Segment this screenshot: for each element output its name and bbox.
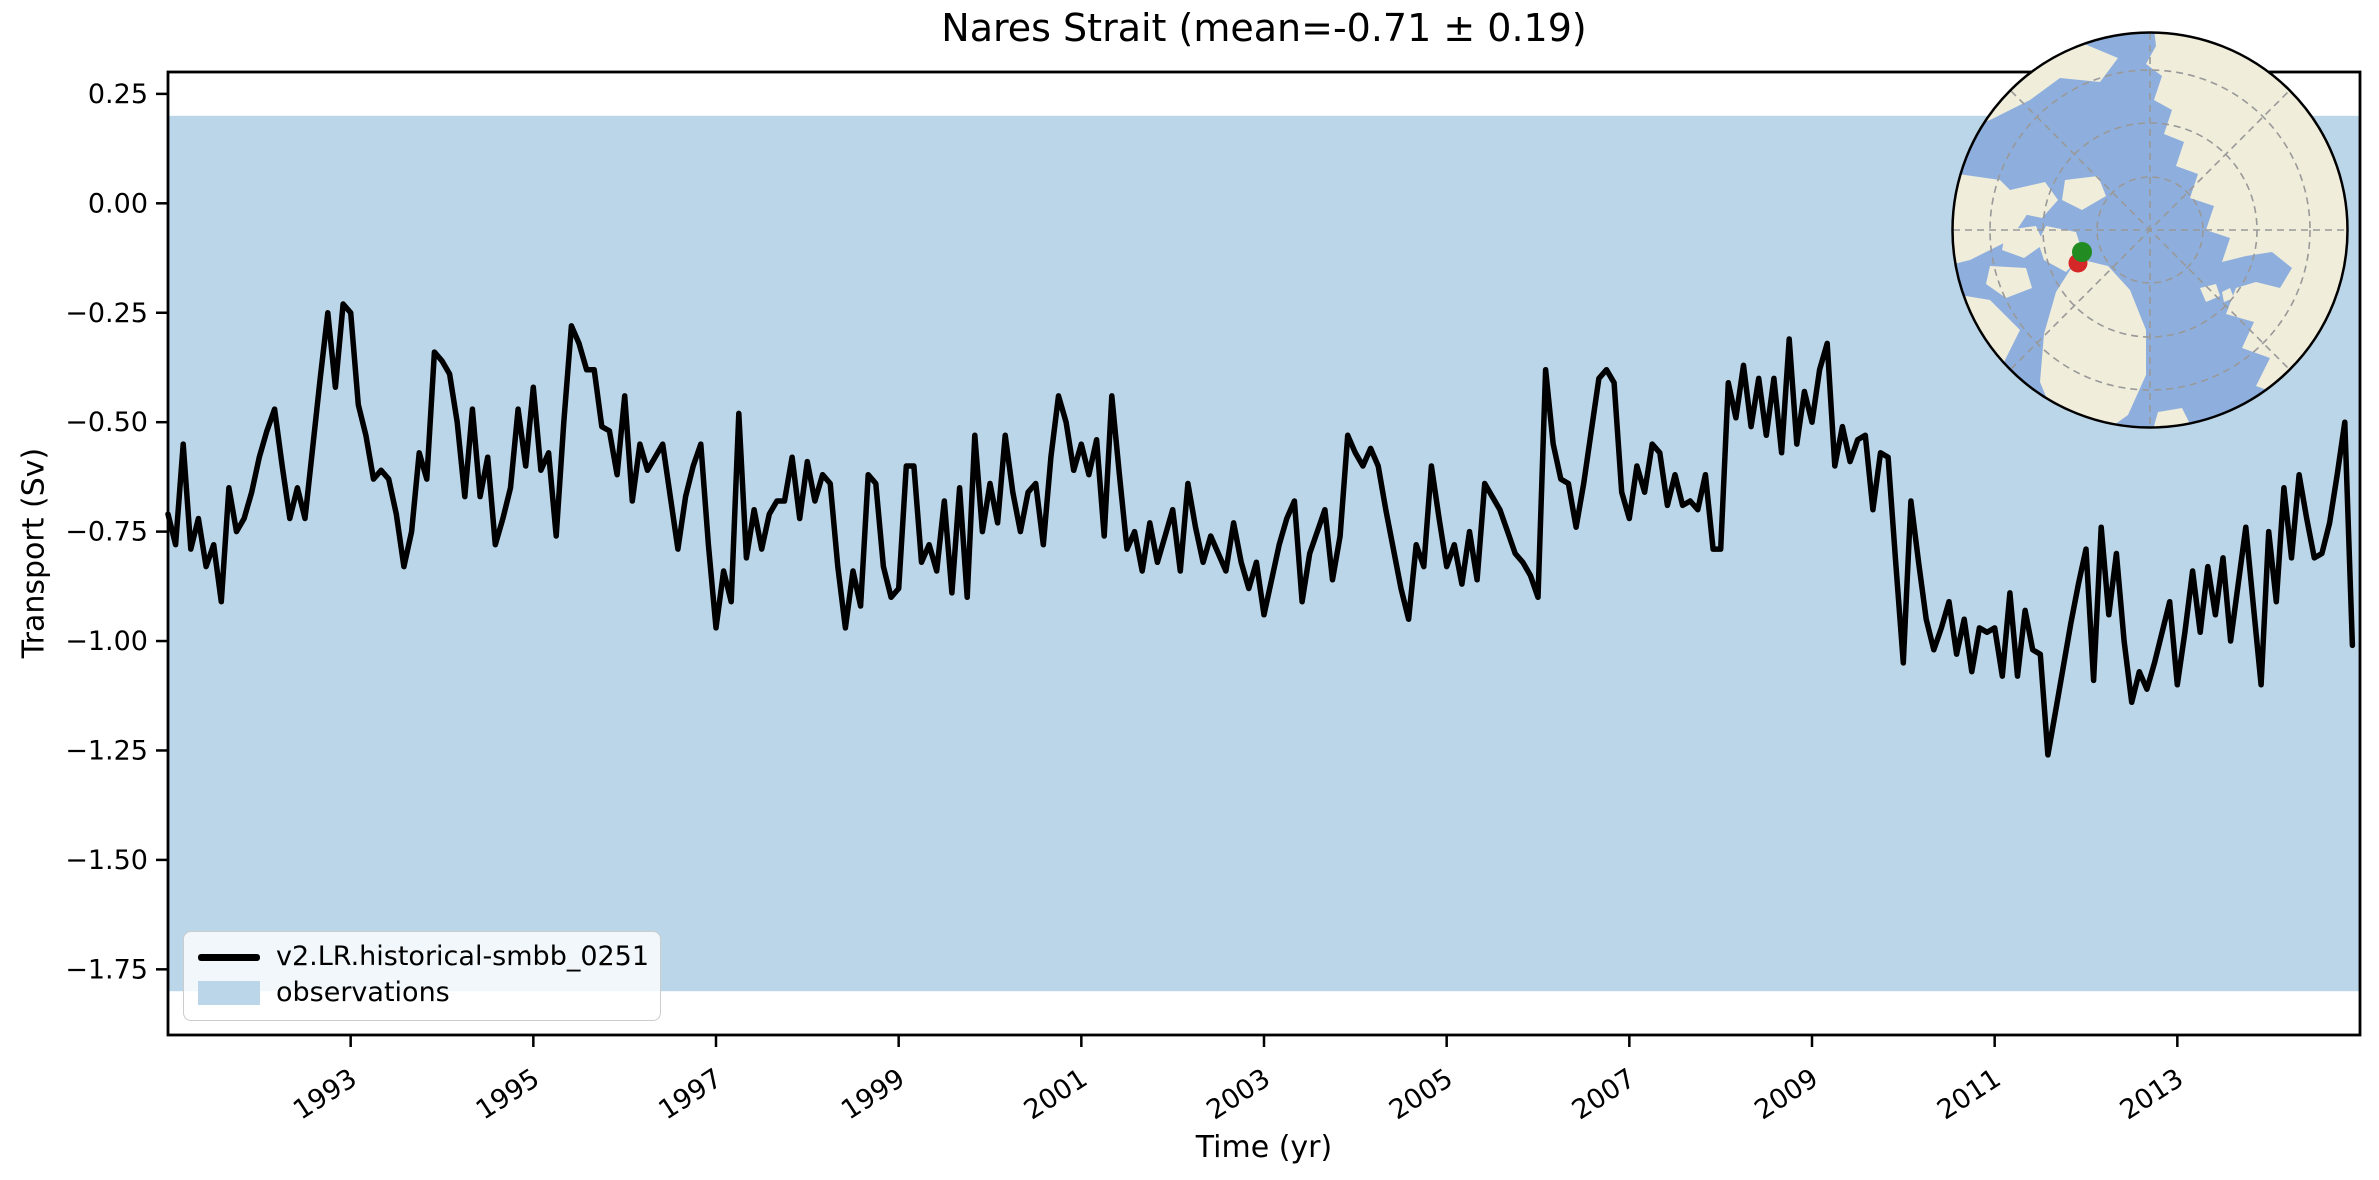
x-tick-label: 1995	[471, 1063, 546, 1126]
model-line-swatch	[198, 953, 260, 961]
x-tick-label: 2001	[1019, 1063, 1094, 1126]
x-tick-label: 1997	[653, 1063, 728, 1126]
x-tick-label: 2005	[1384, 1063, 1459, 1126]
y-tick-label: −0.50	[65, 407, 148, 438]
legend-label-observations: observations	[276, 977, 450, 1008]
x-tick-label: 1993	[288, 1063, 363, 1126]
x-tick-label: 2003	[1201, 1063, 1276, 1126]
map-island-2	[2062, 176, 2106, 210]
x-tick-label: 2013	[2115, 1063, 2190, 1126]
y-tick-label: −0.75	[65, 517, 148, 548]
y-tick-label: 0.00	[88, 188, 148, 219]
map-island-banks	[1986, 266, 2032, 298]
y-tick-label: −1.25	[65, 735, 148, 766]
legend: v2.LR.historical-smbb_0251 observations	[183, 931, 661, 1021]
map-border	[1951, 31, 2349, 429]
x-axis-label: Time (yr)	[1195, 1130, 1333, 1165]
map-island-3	[2002, 226, 2044, 258]
x-tick-label: 2007	[1567, 1063, 1642, 1126]
y-tick-label: −1.75	[65, 954, 148, 985]
map-graticule	[1953, 33, 2347, 427]
y-tick-label: −0.25	[65, 298, 148, 329]
x-tick-label: 2011	[1932, 1063, 2007, 1126]
legend-entry-observations: observations	[198, 978, 660, 1008]
map-land-greenland	[2040, 260, 2146, 428]
model-series-line	[165, 301, 2356, 758]
map-island-1	[2010, 182, 2058, 218]
y-tick-label: 0.25	[88, 79, 148, 110]
legend-label-model: v2.LR.historical-smbb_0251	[276, 941, 650, 972]
map-island-svalbard	[2200, 284, 2220, 302]
observations-patch-swatch	[198, 981, 260, 1005]
legend-entry-model: v2.LR.historical-smbb_0251	[198, 942, 660, 972]
map-island-svalbard-2	[2222, 288, 2234, 302]
strait-marker-green-dot	[2072, 242, 2092, 262]
y-tick-label: −1.00	[65, 626, 148, 657]
arctic-inset-map	[1951, 31, 2349, 429]
x-tick-label: 2009	[1749, 1063, 1824, 1126]
chart-title: Nares Strait (mean=-0.71 ± 0.19)	[941, 6, 1587, 50]
x-tick-label: 1999	[836, 1063, 911, 1126]
y-tick-label: −1.50	[65, 845, 148, 876]
